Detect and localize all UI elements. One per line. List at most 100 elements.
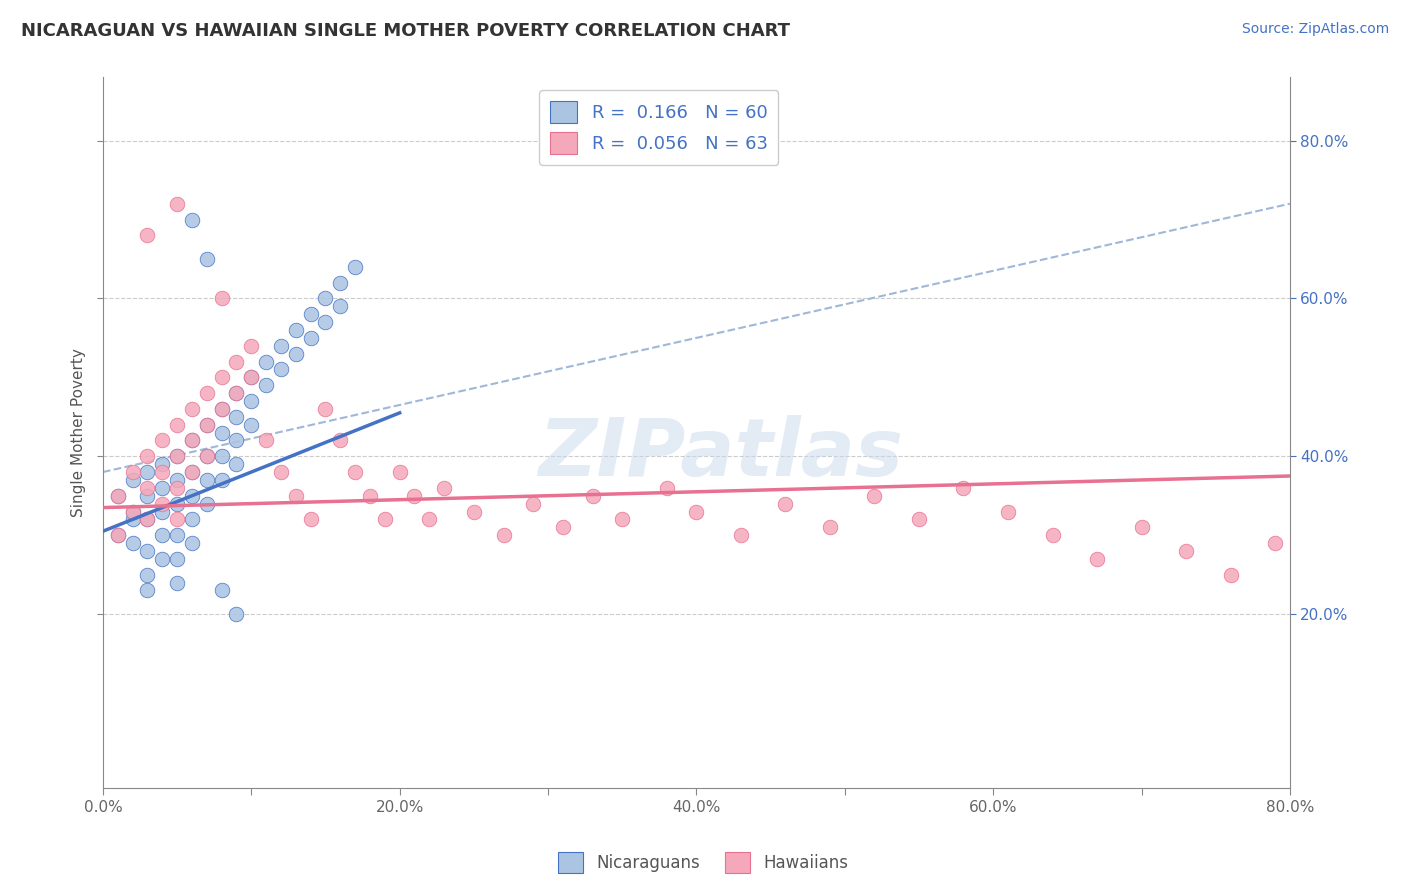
Point [775,497,797,511]
Point [240,394,263,409]
Point [136,481,159,495]
Y-axis label: Single Mother Poverty: Single Mother Poverty [72,348,86,517]
Legend: Nicaraguans, Hawaiians: Nicaraguans, Hawaiians [551,846,855,880]
Point [195,450,218,464]
Point [150,528,173,542]
Point [150,465,173,479]
Point [1130,520,1153,534]
Point [195,417,218,432]
Point [150,504,173,518]
Point [1219,567,1241,582]
Text: Source: ZipAtlas.com: Source: ZipAtlas.com [1241,22,1389,37]
Point [908,512,931,526]
Point [225,386,247,401]
Point [166,528,188,542]
Point [1264,536,1286,550]
Point [240,370,263,384]
Point [388,465,411,479]
Point [225,607,247,621]
Point [240,339,263,353]
Point [195,497,218,511]
Point [551,520,574,534]
Point [254,354,277,368]
Point [270,465,292,479]
Point [150,457,173,471]
Point [314,315,336,329]
Point [211,370,233,384]
Point [1042,528,1064,542]
Point [492,528,515,542]
Point [136,512,159,526]
Point [344,260,367,274]
Point [211,425,233,440]
Point [166,417,188,432]
Point [359,489,381,503]
Point [225,354,247,368]
Point [211,401,233,416]
Point [136,450,159,464]
Point [195,252,218,266]
Point [1175,544,1198,558]
Point [181,465,204,479]
Point [121,473,143,487]
Point [166,575,188,590]
Point [150,497,173,511]
Point [150,481,173,495]
Point [107,489,129,503]
Point [166,450,188,464]
Point [225,386,247,401]
Point [211,292,233,306]
Point [730,528,752,542]
Point [374,512,396,526]
Point [997,504,1019,518]
Point [211,401,233,416]
Point [136,465,159,479]
Point [863,489,886,503]
Point [195,473,218,487]
Point [329,299,352,313]
Point [181,536,204,550]
Point [211,473,233,487]
Point [818,520,841,534]
Point [107,528,129,542]
Point [107,489,129,503]
Point [299,307,322,321]
Point [211,450,233,464]
Point [195,417,218,432]
Point [181,465,204,479]
Point [166,450,188,464]
Point [166,552,188,566]
Point [121,465,143,479]
Point [685,504,707,518]
Point [1085,552,1108,566]
Point [329,434,352,448]
Point [655,481,678,495]
Point [329,276,352,290]
Point [181,434,204,448]
Point [166,196,188,211]
Point [136,489,159,503]
Point [181,401,204,416]
Point [433,481,456,495]
Point [270,362,292,376]
Point [107,528,129,542]
Point [166,481,188,495]
Point [522,497,544,511]
Point [299,512,322,526]
Point [314,401,336,416]
Point [284,346,307,360]
Point [240,370,263,384]
Point [344,465,367,479]
Point [952,481,974,495]
Point [166,512,188,526]
Point [225,409,247,424]
Point [181,212,204,227]
Point [254,378,277,392]
Text: NICARAGUAN VS HAWAIIAN SINGLE MOTHER POVERTY CORRELATION CHART: NICARAGUAN VS HAWAIIAN SINGLE MOTHER POV… [21,22,790,40]
Point [136,583,159,598]
Point [240,417,263,432]
Point [225,434,247,448]
Point [404,489,426,503]
Point [136,544,159,558]
Point [418,512,440,526]
